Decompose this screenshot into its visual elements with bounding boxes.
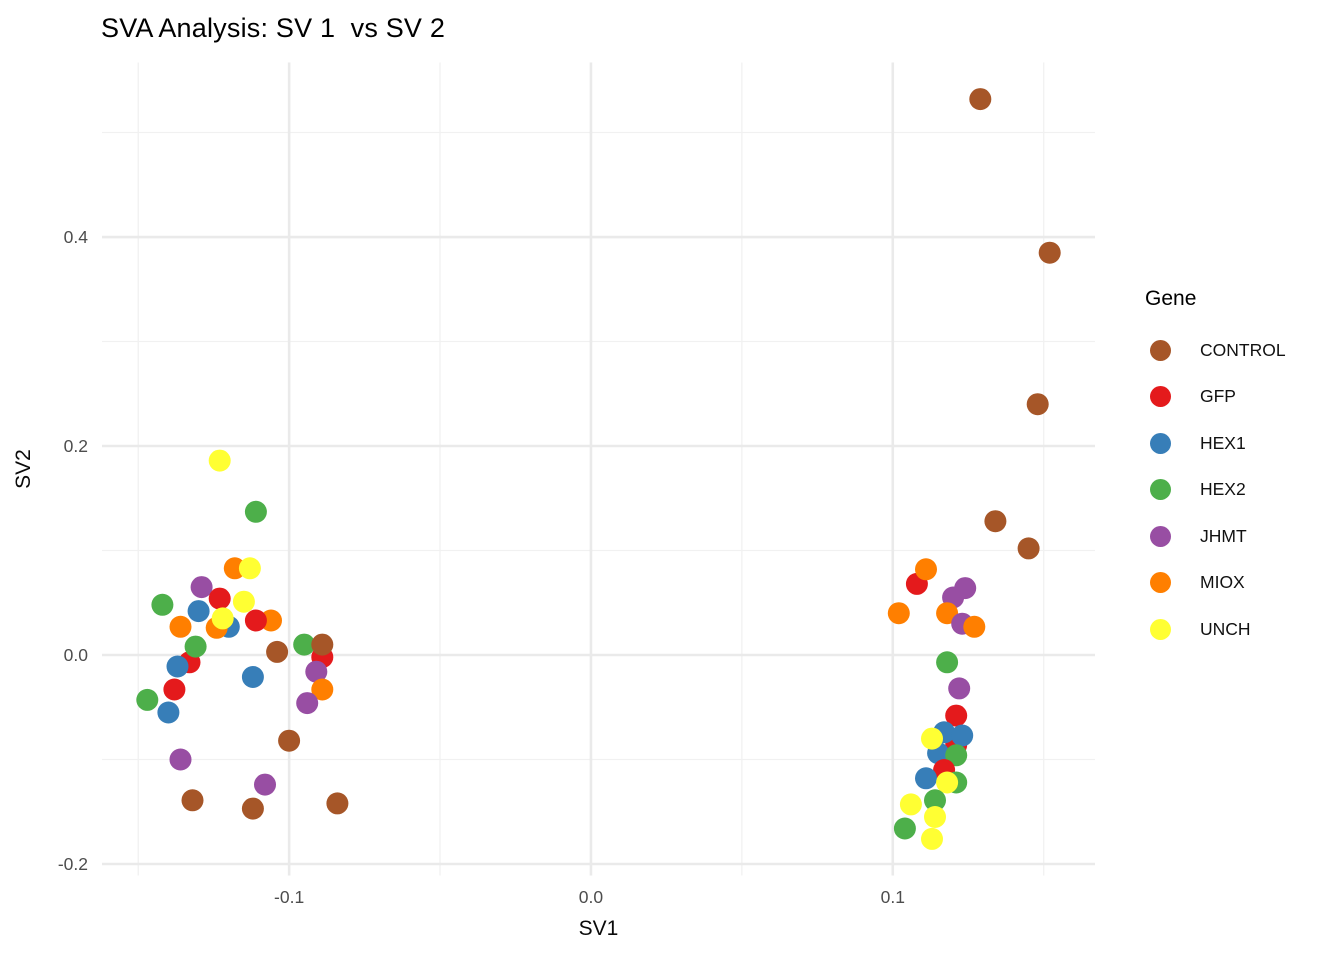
legend-label: CONTROL	[1200, 339, 1286, 360]
data-point-gfp	[208, 587, 231, 610]
data-point-hex2	[893, 817, 916, 840]
data-point-hex2	[936, 651, 959, 674]
data-point-unch	[211, 607, 234, 630]
data-point-miox	[260, 609, 282, 632]
y-tick-label: 0.2	[64, 436, 88, 456]
data-point-control	[241, 797, 264, 820]
legend: Gene CONTROL GFP HEX1 HEX2 JHMT MIOX UNCH	[1145, 287, 1286, 653]
legend-item-hex2: HEX2	[1145, 467, 1286, 514]
data-point-control	[266, 640, 289, 663]
data-point-unch	[921, 727, 943, 750]
data-point-gfp	[244, 609, 267, 632]
data-point-unch	[936, 771, 959, 794]
x-tick-label: -0.1	[274, 887, 304, 907]
data-point-hex2	[136, 688, 159, 711]
data-point-jhmt	[169, 748, 192, 771]
data-point-control	[1026, 393, 1049, 416]
legend-item-hex1: HEX1	[1145, 420, 1286, 467]
y-tick-label: 0.4	[64, 227, 89, 247]
legend-swatch-icon	[1150, 386, 1171, 408]
legend-swatch-icon	[1150, 525, 1171, 547]
legend-item-miox: MIOX	[1145, 560, 1286, 607]
legend-swatch-icon	[1150, 432, 1171, 454]
legend-items: CONTROL GFP HEX1 HEX2 JHMT MIOX UNCH	[1145, 327, 1286, 653]
legend-swatch-icon	[1150, 339, 1171, 361]
data-point-control	[984, 510, 1007, 533]
legend-label: GFP	[1200, 386, 1236, 407]
data-point-hex1	[241, 666, 264, 688]
data-point-control	[311, 633, 334, 656]
data-point-unch	[899, 793, 922, 816]
data-point-miox	[169, 615, 192, 638]
data-point-unch	[921, 827, 943, 850]
data-point-gfp	[945, 704, 968, 727]
data-point-unch	[238, 557, 261, 580]
data-point-hex1	[157, 701, 180, 724]
legend-label: HEX2	[1200, 479, 1246, 500]
data-point-hex1	[951, 724, 974, 747]
y-axis-title: SV2	[12, 449, 35, 489]
legend-label: JHMT	[1200, 525, 1247, 546]
chart-title: SVA Analysis: SV 1 vs SV 2	[101, 13, 446, 43]
legend-swatch-icon	[1150, 572, 1171, 594]
data-point-control	[1038, 241, 1061, 264]
legend-label: HEX1	[1200, 432, 1246, 453]
y-tick-label: -0.2	[58, 854, 88, 874]
data-point-unch	[924, 806, 946, 828]
legend-item-gfp: GFP	[1145, 374, 1286, 421]
legend-swatch-icon	[1150, 618, 1171, 640]
y-tick-label: 0.0	[64, 645, 89, 665]
data-point-jhmt	[254, 773, 276, 796]
data-point-hex2	[244, 500, 267, 523]
legend-swatch-icon	[1150, 479, 1171, 501]
data-point-jhmt	[305, 660, 328, 683]
data-point-hex1	[915, 767, 937, 790]
data-point-hex1	[187, 600, 210, 623]
data-point-unch	[232, 590, 255, 613]
data-point-unch	[208, 449, 231, 472]
data-point-hex2	[924, 789, 946, 812]
data-point-hex2	[293, 633, 316, 656]
x-tick-label: 0.0	[579, 887, 604, 907]
legend-title: Gene	[1145, 287, 1197, 310]
data-point-control	[326, 792, 349, 815]
data-point-hex2	[945, 744, 968, 767]
x-tick-label: 0.1	[881, 887, 905, 907]
data-point-gfp	[163, 678, 186, 701]
legend-item-jhmt: JHMT	[1145, 513, 1286, 560]
data-point-hex2	[151, 593, 174, 616]
data-point-miox	[223, 557, 246, 580]
x-axis-title: SV1	[579, 917, 619, 940]
legend-label: UNCH	[1200, 618, 1251, 639]
data-point-hex2	[184, 635, 207, 658]
data-point-control	[278, 729, 301, 752]
data-point-control	[969, 88, 992, 111]
data-point-miox	[915, 558, 937, 581]
data-point-jhmt	[190, 576, 213, 599]
data-point-control	[1017, 537, 1040, 560]
data-point-jhmt	[296, 692, 319, 715]
legend-item-control: CONTROL	[1145, 327, 1286, 374]
data-point-miox	[311, 678, 334, 701]
data-point-miox	[887, 602, 910, 625]
data-point-hex1	[166, 655, 189, 678]
data-point-miox	[963, 615, 986, 638]
data-point-jhmt	[948, 677, 971, 700]
data-point-control	[181, 789, 204, 812]
data-point-jhmt	[954, 577, 977, 600]
legend-item-unch: UNCH	[1145, 606, 1286, 653]
legend-label: MIOX	[1200, 572, 1245, 593]
